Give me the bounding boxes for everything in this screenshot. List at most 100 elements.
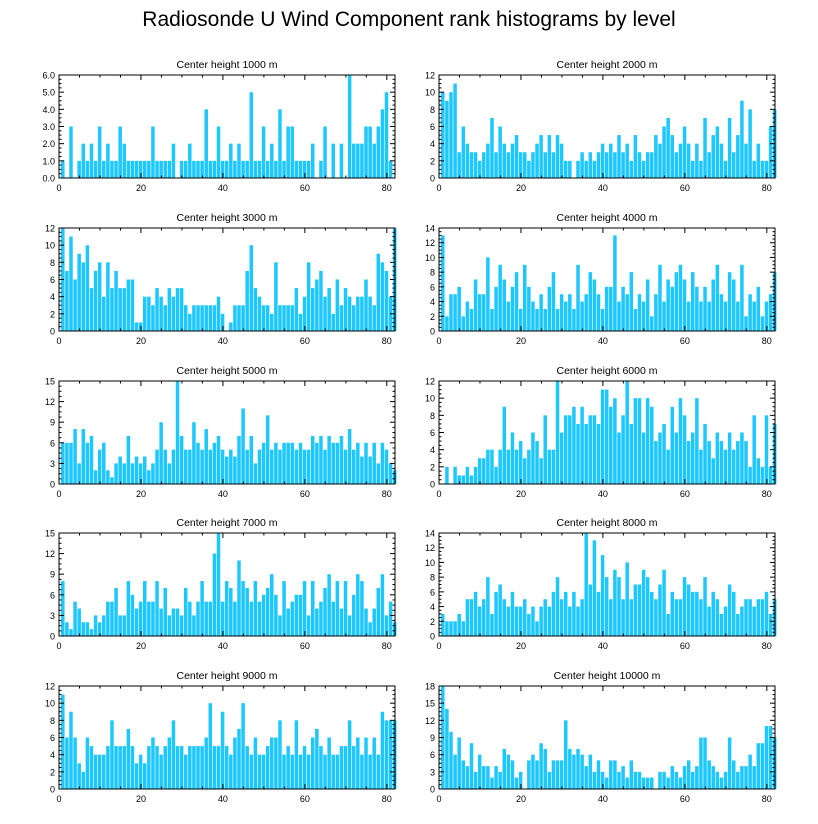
histogram-bar (494, 152, 498, 178)
histogram-bar (650, 406, 654, 484)
histogram-bar (691, 272, 695, 331)
histogram-bar (641, 160, 646, 178)
histogram-bar (514, 272, 519, 331)
histogram-bar (568, 160, 572, 178)
histogram-bar (249, 754, 254, 789)
y-tick-label: 0 (50, 327, 55, 337)
histogram-bar (237, 560, 241, 636)
x-tick-label: 20 (516, 336, 526, 346)
histogram-bar (364, 279, 368, 331)
histogram-bar (592, 415, 597, 484)
histogram-bar (748, 109, 752, 178)
panel-title: Center height 9000 m (177, 670, 278, 682)
histogram-bar (388, 463, 393, 484)
histogram-bar (233, 601, 237, 636)
histogram-bar (229, 449, 233, 484)
histogram-bar (580, 152, 584, 178)
histogram-bar (212, 160, 217, 178)
histogram-bar (674, 152, 679, 178)
histogram-bar (568, 415, 572, 484)
histogram-bar (580, 301, 584, 331)
histogram-bar (506, 301, 511, 331)
histogram-bar (699, 160, 703, 178)
histogram-bar (658, 143, 662, 178)
histogram-bar (233, 305, 237, 331)
histogram-bar (155, 160, 159, 178)
y-tick-label: 12 (45, 224, 55, 234)
histogram-bar (756, 743, 761, 789)
y-tick-label: 10 (425, 394, 435, 404)
histogram-bar (572, 308, 576, 331)
histogram-bar (535, 308, 539, 331)
histogram-bar (183, 305, 188, 331)
histogram-bar (85, 442, 90, 484)
histogram-bar (253, 288, 258, 331)
histogram-bar (114, 587, 118, 636)
histogram-bar (356, 296, 360, 331)
histogram-bar (604, 389, 609, 484)
histogram-bar (130, 279, 135, 331)
histogram-bar (678, 398, 683, 484)
histogram-bar (473, 152, 478, 178)
histogram-bar (147, 160, 151, 178)
histogram-bar (486, 143, 490, 178)
y-tick-label: 0 (50, 480, 55, 490)
histogram-bar (707, 152, 711, 178)
histogram-bar (319, 270, 323, 331)
histogram-bar (143, 296, 147, 331)
histogram-bar (752, 606, 756, 636)
histogram-bar (77, 608, 81, 636)
histogram-bar (151, 463, 155, 484)
histogram-bar (286, 126, 290, 178)
y-tick-label: 12 (425, 377, 435, 387)
y-tick-label: 8 (430, 105, 435, 115)
y-tick-label: 6 (430, 587, 435, 597)
histogram-bar (208, 449, 213, 484)
histogram-bar (179, 288, 184, 331)
histogram-bar (510, 286, 515, 331)
histogram-bar (110, 477, 114, 484)
histogram-bar (204, 601, 208, 636)
histogram-bar (453, 83, 457, 178)
histogram-bar (368, 126, 372, 178)
histogram-bar (576, 160, 580, 178)
x-tick-label: 20 (516, 183, 526, 193)
histogram-bar (547, 771, 552, 789)
histogram-bar (196, 305, 200, 331)
histogram-bar (473, 466, 478, 484)
histogram-bar (335, 442, 340, 484)
histogram-bar (527, 160, 531, 178)
x-tick-label: 60 (680, 183, 690, 193)
histogram-bar (596, 423, 601, 484)
histogram-bar (506, 449, 511, 484)
histogram-bar (274, 160, 278, 178)
histogram-bar (257, 449, 262, 484)
histogram-bar (298, 594, 303, 636)
histogram-bar (695, 591, 699, 636)
histogram-bar (380, 262, 385, 331)
histogram-bar (592, 160, 597, 178)
histogram-bar (637, 771, 642, 789)
histogram-bar (65, 442, 69, 484)
x-tick-label: 20 (136, 336, 146, 346)
histogram-bar (73, 429, 77, 484)
histogram-bar (237, 728, 241, 789)
histogram-bar (175, 381, 180, 484)
histogram-bar (278, 109, 282, 178)
histogram-bar (130, 594, 135, 636)
histogram-bar (666, 777, 670, 789)
histogram-bar (445, 100, 449, 178)
histogram-bar (465, 466, 470, 484)
histogram-bar (339, 143, 344, 178)
histogram-bar (654, 599, 658, 636)
histogram-bar (204, 305, 208, 331)
histogram-bar (179, 746, 184, 789)
histogram-bar (535, 621, 539, 636)
histogram-bar (486, 257, 490, 331)
histogram-bar (229, 587, 233, 636)
histogram-bar (691, 591, 695, 636)
histogram-bar (453, 466, 457, 484)
x-tick-label: 40 (598, 336, 608, 346)
histogram-bar (764, 726, 769, 789)
histogram-bar (335, 279, 340, 331)
